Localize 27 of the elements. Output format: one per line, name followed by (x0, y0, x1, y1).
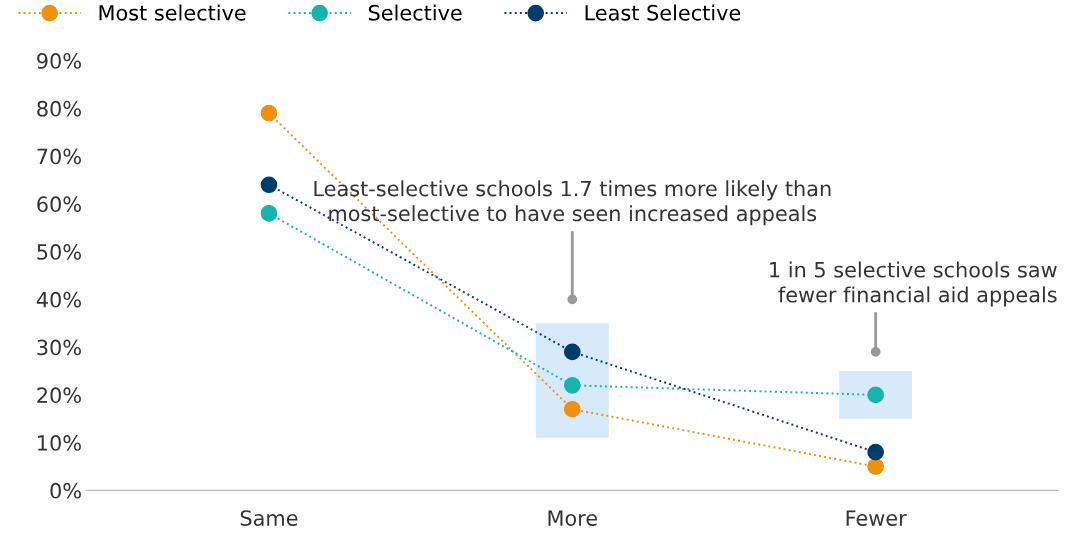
point (260, 176, 278, 194)
y-tick-label: 10% (38, 435, 81, 451)
legend-label: Selective (368, 4, 462, 21)
y-tick-label: 50% (37, 244, 81, 260)
legend-label: Most selective (99, 4, 246, 21)
annotation: Least-selective schools 1.7 times more likely than most-selective to have seen increased appeals (314, 180, 831, 226)
y-tick-label: 80% (37, 100, 81, 117)
point (867, 443, 884, 461)
y-tick-label: 70% (37, 148, 81, 165)
y-tick-label: 0% (50, 482, 81, 499)
point (563, 376, 581, 394)
y-tick-label: 60% (37, 196, 81, 213)
point (867, 386, 884, 404)
annotation: 1 in 5 selective schools saw fewer financial aid appeals (770, 261, 1057, 307)
point (563, 400, 581, 418)
x-tick-label: Fewer (846, 510, 907, 526)
x-tick-label: Same (240, 510, 298, 526)
x-tick-label: More (548, 510, 598, 526)
point (260, 205, 278, 222)
y-tick-label: 40% (36, 291, 81, 308)
y-tick-label: 20% (37, 387, 81, 404)
y-tick-label: 90% (37, 53, 81, 69)
point (563, 343, 581, 361)
y-tick-label: 30% (37, 339, 81, 356)
point (260, 104, 278, 122)
legend-label: Least Selective (585, 4, 741, 21)
point (867, 458, 884, 475)
